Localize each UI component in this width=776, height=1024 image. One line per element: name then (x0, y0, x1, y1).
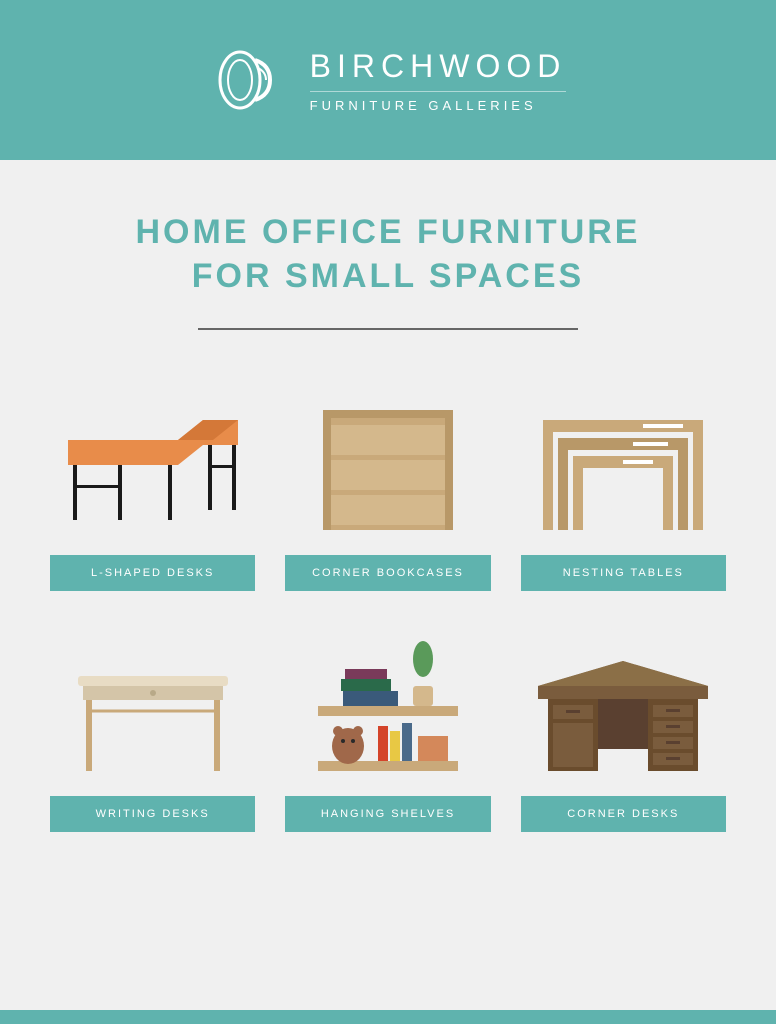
bookcase-icon (293, 390, 483, 540)
item-corner-bookcase: CORNER BOOKCASES (285, 390, 490, 591)
item-label: WRITING DESKS (50, 796, 255, 832)
page-title: HOME OFFICE FURNITURE FOR SMALL SPACES (50, 210, 726, 298)
hanging-shelves-icon (293, 631, 483, 781)
logo-icon (210, 40, 290, 120)
item-nesting-tables: NESTING TABLES (521, 390, 726, 591)
item-label: L-SHAPED DESKS (50, 555, 255, 591)
item-writing-desk: WRITING DESKS (50, 631, 255, 832)
brand-tagline: FURNITURE GALLERIES (310, 91, 567, 113)
title-divider (198, 328, 578, 330)
nesting-tables-icon (528, 390, 718, 540)
item-hanging-shelves: HANGING SHELVES (285, 631, 490, 832)
header: BIRCHWOOD FURNITURE GALLERIES (0, 0, 776, 160)
item-l-shaped-desk: L-SHAPED DESKS (50, 390, 255, 591)
l-shaped-desk-icon (58, 390, 248, 540)
item-label: NESTING TABLES (521, 555, 726, 591)
furniture-grid: L-SHAPED DESKS CORNER BOOKCASES (50, 390, 726, 832)
item-label: HANGING SHELVES (285, 796, 490, 832)
corner-desk-icon (528, 631, 718, 781)
item-label: CORNER DESKS (521, 796, 726, 832)
brand-name: BIRCHWOOD (310, 48, 567, 85)
brand-text: BIRCHWOOD FURNITURE GALLERIES (310, 48, 567, 113)
content-area: HOME OFFICE FURNITURE FOR SMALL SPACES (0, 160, 776, 852)
item-label: CORNER BOOKCASES (285, 555, 490, 591)
writing-desk-icon (58, 631, 248, 781)
item-corner-desk: CORNER DESKS (521, 631, 726, 832)
footer-bar (0, 1010, 776, 1024)
